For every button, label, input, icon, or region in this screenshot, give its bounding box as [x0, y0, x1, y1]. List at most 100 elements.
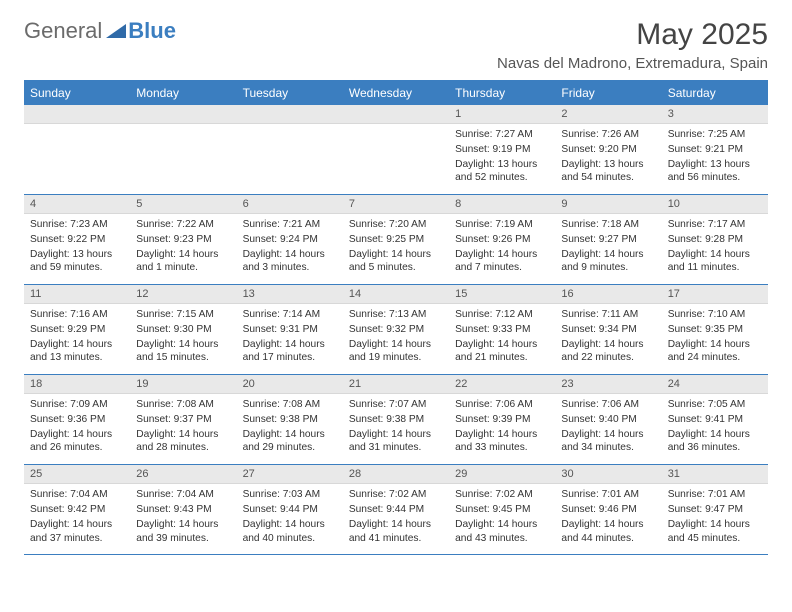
daylight-text: Daylight: 14 hours and 29 minutes.	[243, 428, 337, 456]
day-info-cell	[237, 124, 343, 195]
day-header: Sunday	[24, 81, 130, 105]
day-info-cell: Sunrise: 7:13 AMSunset: 9:32 PMDaylight:…	[343, 304, 449, 375]
sunset-text: Sunset: 9:39 PM	[455, 413, 549, 427]
day-info-cell: Sunrise: 7:02 AMSunset: 9:45 PMDaylight:…	[449, 484, 555, 555]
brand-part2: Blue	[128, 18, 176, 44]
sunset-text: Sunset: 9:42 PM	[30, 503, 124, 517]
sunrise-text: Sunrise: 7:19 AM	[455, 218, 549, 232]
sunrise-text: Sunrise: 7:16 AM	[30, 308, 124, 322]
day-number-cell	[24, 105, 130, 124]
sunrise-text: Sunrise: 7:18 AM	[561, 218, 655, 232]
day-number-cell: 2	[555, 105, 661, 124]
day-number-cell: 31	[662, 465, 768, 484]
sunset-text: Sunset: 9:40 PM	[561, 413, 655, 427]
sunset-text: Sunset: 9:36 PM	[30, 413, 124, 427]
daylight-text: Daylight: 14 hours and 1 minute.	[136, 248, 230, 276]
day-info-cell: Sunrise: 7:02 AMSunset: 9:44 PMDaylight:…	[343, 484, 449, 555]
day-info-cell: Sunrise: 7:04 AMSunset: 9:43 PMDaylight:…	[130, 484, 236, 555]
day-number-cell: 15	[449, 285, 555, 304]
daylight-text: Daylight: 14 hours and 33 minutes.	[455, 428, 549, 456]
sunset-text: Sunset: 9:33 PM	[455, 323, 549, 337]
daylight-text: Daylight: 14 hours and 28 minutes.	[136, 428, 230, 456]
week-daynum-row: 18192021222324	[24, 375, 768, 394]
daylight-text: Daylight: 14 hours and 44 minutes.	[561, 518, 655, 546]
day-number-cell: 5	[130, 195, 236, 214]
day-info-cell: Sunrise: 7:08 AMSunset: 9:38 PMDaylight:…	[237, 394, 343, 465]
week-daynum-row: 45678910	[24, 195, 768, 214]
day-number-cell: 6	[237, 195, 343, 214]
location-subtitle: Navas del Madrono, Extremadura, Spain	[497, 55, 768, 72]
sunset-text: Sunset: 9:46 PM	[561, 503, 655, 517]
calendar-table: SundayMondayTuesdayWednesdayThursdayFrid…	[24, 81, 768, 555]
day-info-cell	[343, 124, 449, 195]
daylight-text: Daylight: 13 hours and 59 minutes.	[30, 248, 124, 276]
sunset-text: Sunset: 9:37 PM	[136, 413, 230, 427]
week-daynum-row: 123	[24, 105, 768, 124]
daylight-text: Daylight: 14 hours and 37 minutes.	[30, 518, 124, 546]
day-number-cell: 16	[555, 285, 661, 304]
sunrise-text: Sunrise: 7:08 AM	[136, 398, 230, 412]
sunrise-text: Sunrise: 7:01 AM	[561, 488, 655, 502]
sunrise-text: Sunrise: 7:20 AM	[349, 218, 443, 232]
page-header: General Blue May 2025 Navas del Madrono,…	[24, 18, 768, 72]
day-info-cell: Sunrise: 7:27 AMSunset: 9:19 PMDaylight:…	[449, 124, 555, 195]
daylight-text: Daylight: 14 hours and 9 minutes.	[561, 248, 655, 276]
day-info-cell: Sunrise: 7:04 AMSunset: 9:42 PMDaylight:…	[24, 484, 130, 555]
day-number-cell: 18	[24, 375, 130, 394]
sunset-text: Sunset: 9:38 PM	[243, 413, 337, 427]
week-daynum-row: 25262728293031	[24, 465, 768, 484]
sunset-text: Sunset: 9:25 PM	[349, 233, 443, 247]
day-number-cell: 30	[555, 465, 661, 484]
day-number-cell: 29	[449, 465, 555, 484]
sunrise-text: Sunrise: 7:08 AM	[243, 398, 337, 412]
day-info-cell: Sunrise: 7:18 AMSunset: 9:27 PMDaylight:…	[555, 214, 661, 285]
day-info-cell: Sunrise: 7:06 AMSunset: 9:39 PMDaylight:…	[449, 394, 555, 465]
day-header: Saturday	[662, 81, 768, 105]
daylight-text: Daylight: 14 hours and 31 minutes.	[349, 428, 443, 456]
sunset-text: Sunset: 9:38 PM	[349, 413, 443, 427]
sunrise-text: Sunrise: 7:23 AM	[30, 218, 124, 232]
sunrise-text: Sunrise: 7:13 AM	[349, 308, 443, 322]
day-info-cell: Sunrise: 7:19 AMSunset: 9:26 PMDaylight:…	[449, 214, 555, 285]
day-header-row: SundayMondayTuesdayWednesdayThursdayFrid…	[24, 81, 768, 105]
sunset-text: Sunset: 9:35 PM	[668, 323, 762, 337]
day-info-cell: Sunrise: 7:06 AMSunset: 9:40 PMDaylight:…	[555, 394, 661, 465]
daylight-text: Daylight: 13 hours and 52 minutes.	[455, 158, 549, 186]
sunset-text: Sunset: 9:41 PM	[668, 413, 762, 427]
day-info-cell: Sunrise: 7:05 AMSunset: 9:41 PMDaylight:…	[662, 394, 768, 465]
sunset-text: Sunset: 9:24 PM	[243, 233, 337, 247]
week-info-row: Sunrise: 7:04 AMSunset: 9:42 PMDaylight:…	[24, 484, 768, 555]
daylight-text: Daylight: 14 hours and 45 minutes.	[668, 518, 762, 546]
day-number-cell	[130, 105, 236, 124]
sunrise-text: Sunrise: 7:27 AM	[455, 128, 549, 142]
day-number-cell: 27	[237, 465, 343, 484]
calendar-head: SundayMondayTuesdayWednesdayThursdayFrid…	[24, 81, 768, 105]
day-number-cell: 13	[237, 285, 343, 304]
day-number-cell: 19	[130, 375, 236, 394]
sunset-text: Sunset: 9:34 PM	[561, 323, 655, 337]
sunset-text: Sunset: 9:22 PM	[30, 233, 124, 247]
sunrise-text: Sunrise: 7:06 AM	[561, 398, 655, 412]
day-info-cell: Sunrise: 7:22 AMSunset: 9:23 PMDaylight:…	[130, 214, 236, 285]
week-info-row: Sunrise: 7:09 AMSunset: 9:36 PMDaylight:…	[24, 394, 768, 465]
sunrise-text: Sunrise: 7:06 AM	[455, 398, 549, 412]
sunrise-text: Sunrise: 7:05 AM	[668, 398, 762, 412]
daylight-text: Daylight: 14 hours and 26 minutes.	[30, 428, 124, 456]
sunrise-text: Sunrise: 7:04 AM	[30, 488, 124, 502]
sunset-text: Sunset: 9:19 PM	[455, 143, 549, 157]
sunrise-text: Sunrise: 7:15 AM	[136, 308, 230, 322]
sunrise-text: Sunrise: 7:03 AM	[243, 488, 337, 502]
day-number-cell: 4	[24, 195, 130, 214]
sunrise-text: Sunrise: 7:01 AM	[668, 488, 762, 502]
day-info-cell: Sunrise: 7:09 AMSunset: 9:36 PMDaylight:…	[24, 394, 130, 465]
sunrise-text: Sunrise: 7:21 AM	[243, 218, 337, 232]
day-number-cell: 9	[555, 195, 661, 214]
week-info-row: Sunrise: 7:23 AMSunset: 9:22 PMDaylight:…	[24, 214, 768, 285]
sunset-text: Sunset: 9:28 PM	[668, 233, 762, 247]
daylight-text: Daylight: 14 hours and 17 minutes.	[243, 338, 337, 366]
day-number-cell	[343, 105, 449, 124]
daylight-text: Daylight: 14 hours and 21 minutes.	[455, 338, 549, 366]
day-info-cell: Sunrise: 7:26 AMSunset: 9:20 PMDaylight:…	[555, 124, 661, 195]
sunrise-text: Sunrise: 7:04 AM	[136, 488, 230, 502]
sunrise-text: Sunrise: 7:07 AM	[349, 398, 443, 412]
